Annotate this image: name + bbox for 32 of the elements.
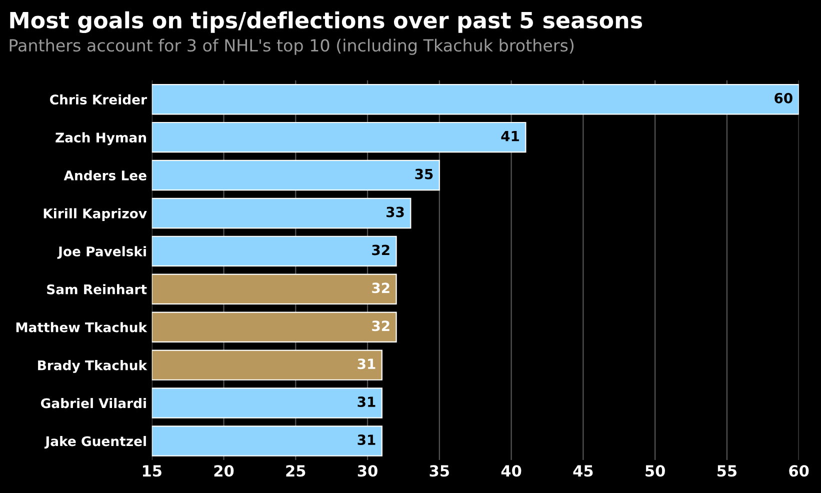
x-tick-label: 25 <box>286 465 306 477</box>
data-label: 32 <box>372 282 390 294</box>
data-label: 35 <box>415 168 433 180</box>
y-tick-label: Kirill Kaprizov <box>44 208 147 221</box>
y-tick-label: Sam Reinhart <box>47 284 147 294</box>
x-tick-label: 30 <box>358 465 378 477</box>
data-label: 31 <box>358 396 376 408</box>
x-tick-label: 60 <box>789 465 809 477</box>
x-tick-label: 15 <box>142 465 162 477</box>
y-tick-label: Anders Lee <box>64 170 146 180</box>
y-tick-label: Brady Tkachuk <box>38 360 148 373</box>
data-label: 31 <box>358 434 376 446</box>
data-label: 31 <box>358 358 376 370</box>
y-tick-label: Matthew Tkachuk <box>16 322 148 332</box>
x-tick-label: 50 <box>646 465 665 477</box>
x-tick-label: 40 <box>501 465 522 477</box>
y-tick-label: Chris Kreider <box>50 94 147 105</box>
x-tick-label: 35 <box>430 465 449 477</box>
data-label: 41 <box>501 131 519 142</box>
y-tick-label: Gabriel Vilardi <box>41 398 146 408</box>
y-tick-label: Jake Guentzel <box>44 436 146 449</box>
y-tick-label: Joe Pavelski <box>57 246 146 259</box>
data-label: 33 <box>386 206 404 218</box>
x-tick-label: 20 <box>214 465 234 477</box>
x-tick-label: 55 <box>718 465 737 477</box>
data-label: 32 <box>372 320 390 332</box>
data-label: 60 <box>774 92 792 104</box>
y-tick-label: Zach Hyman <box>56 132 146 146</box>
x-tick-label: 45 <box>573 465 593 477</box>
chart-title: Most goals on tips/deflections over past 5 seasons <box>10 11 642 34</box>
chart-subtitle: Panthers account for 3 of NHL's top 10 (including Tkachuk brothers) <box>10 38 574 55</box>
data-label: 32 <box>372 244 390 256</box>
